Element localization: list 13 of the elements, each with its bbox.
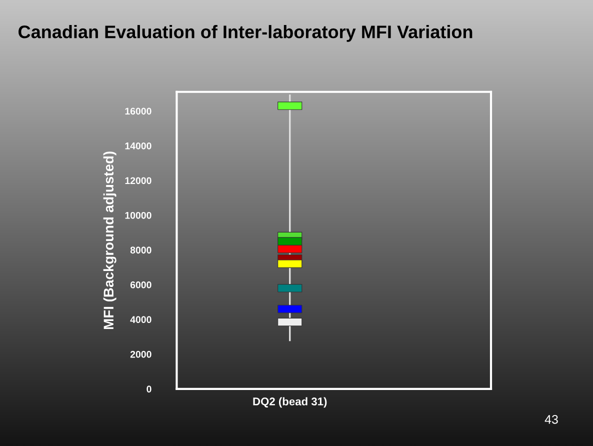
- y-tick-label: 4000: [130, 316, 152, 324]
- y-tick-label: 12000: [125, 177, 152, 184]
- y-tick-label: 8000: [130, 246, 152, 254]
- y-tick-label: 0: [146, 386, 152, 393]
- y-tick-label: 16000: [125, 108, 152, 115]
- text: 43: [544, 414, 558, 424]
- y-tick-label: 2000: [130, 350, 152, 358]
- y-tick-label: 6000: [130, 281, 152, 288]
- y-axis-title: MFI (Background adjusted): [103, 152, 116, 329]
- y-tick-label: 10000: [125, 212, 152, 219]
- x-tick-label: DQ2 (bead 31): [253, 397, 327, 408]
- chart-title: Canadian Evaluation of Inter-laboratory MFI Variation: [18, 25, 472, 42]
- y-tick-label: 14000: [125, 142, 152, 150]
